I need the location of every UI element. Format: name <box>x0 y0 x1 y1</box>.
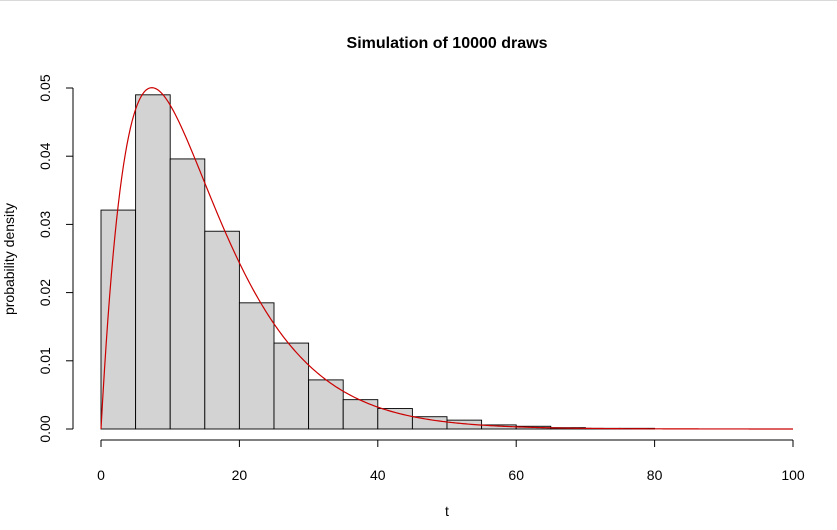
histogram-bar <box>377 408 413 430</box>
x-tick-label: 0 <box>97 467 105 483</box>
y-tick-label: 0.03 <box>37 211 53 238</box>
histogram-bar <box>238 302 275 430</box>
histogram-bars <box>100 94 656 430</box>
histogram-bar <box>411 416 448 430</box>
x-tick-label: 80 <box>647 467 663 483</box>
y-tick-label: 0.04 <box>37 142 53 169</box>
top-border <box>0 0 837 1</box>
x-axis-label: t <box>445 503 449 519</box>
chart-title: Simulation of 10000 draws <box>347 35 548 52</box>
histogram-bar <box>308 379 344 430</box>
histogram-bar <box>169 158 206 430</box>
y-tick-label: 0.05 <box>37 74 53 101</box>
histogram-bar <box>100 209 137 430</box>
density-curve <box>100 87 793 430</box>
x-tick-label: 40 <box>370 467 386 483</box>
x-tick-label: 100 <box>781 467 805 483</box>
histogram-bar <box>273 342 310 430</box>
y-tick-label: 0.00 <box>37 415 53 442</box>
y-axis-label: probability density <box>1 203 17 315</box>
histogram-bar <box>342 399 379 430</box>
y-axis: 0.00 0.01 0.02 0.03 0.04 0.05 <box>37 74 74 443</box>
x-axis: 0 20 40 60 80 100 <box>97 439 805 483</box>
histogram-bar <box>135 94 171 430</box>
y-tick-label: 0.02 <box>37 279 53 306</box>
y-tick-label: 0.01 <box>37 347 53 374</box>
histogram-bar <box>204 230 240 430</box>
x-tick-label: 20 <box>232 467 248 483</box>
x-tick-label: 60 <box>508 467 524 483</box>
